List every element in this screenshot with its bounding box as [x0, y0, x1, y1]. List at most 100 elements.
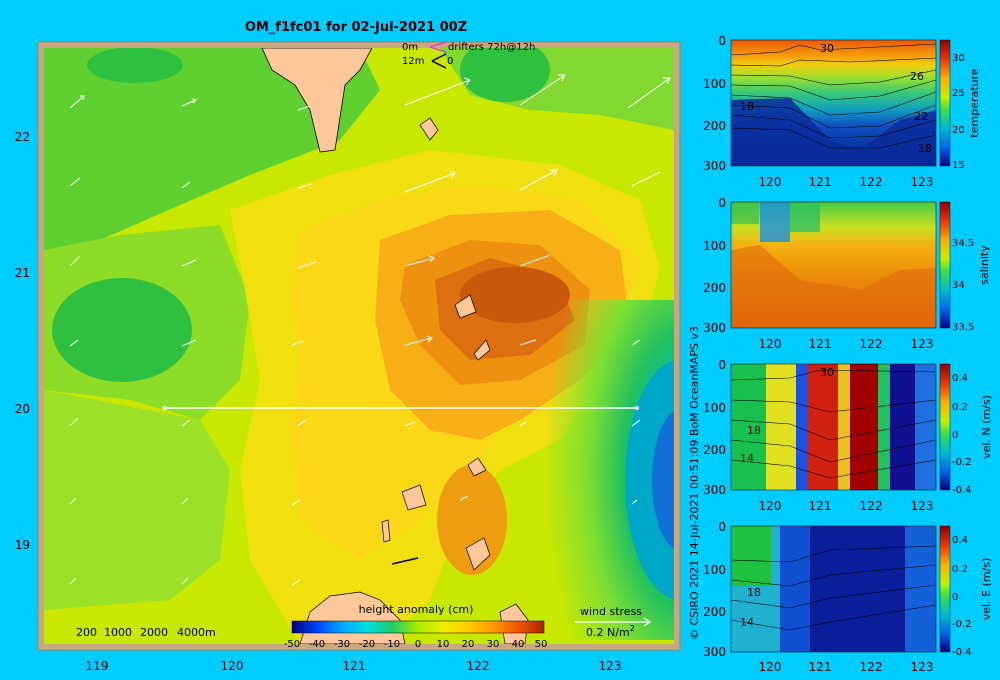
svg-text:100: 100	[703, 239, 726, 253]
svg-text:0: 0	[952, 592, 958, 603]
svg-text:30: 30	[820, 42, 834, 55]
svg-text:drifters 72h@12h: drifters 72h@12h	[448, 42, 535, 53]
svg-text:0.2 N/m2: 0.2 N/m2	[586, 624, 635, 639]
svg-text:26: 26	[910, 70, 924, 83]
svg-text:122: 122	[860, 660, 883, 674]
svg-text:0.2: 0.2	[952, 402, 968, 413]
svg-text:30: 30	[952, 53, 965, 64]
svg-text:4000m: 4000m	[177, 626, 216, 639]
svg-text:0.4: 0.4	[952, 535, 968, 546]
wind-arrow-icon	[575, 617, 652, 627]
section-axes: 0 100 200 300 120 121 122 123 0 100 200 …	[703, 34, 933, 674]
svg-text:0.2: 0.2	[952, 564, 968, 575]
svg-text:-50: -50	[284, 639, 300, 650]
svg-text:15: 15	[952, 160, 965, 171]
svg-text:-10: -10	[384, 639, 400, 650]
height-anomaly-colorbar: height anomaly (cm) -50 -40 -30 -20 -10 …	[284, 603, 548, 650]
svg-text:100: 100	[703, 563, 726, 577]
svg-text:-30: -30	[334, 639, 350, 650]
svg-text:100: 100	[703, 77, 726, 91]
svg-text:200: 200	[703, 119, 726, 133]
svg-text:200: 200	[703, 281, 726, 295]
svg-text:30: 30	[820, 366, 834, 379]
svg-text:0: 0	[447, 56, 453, 67]
section-velocity-north: 30 18 14 0.4 0.2 0 -0.2 -0.4 vel. N (m/s…	[730, 363, 993, 496]
svg-text:-0.4: -0.4	[952, 485, 972, 496]
svg-text:2000: 2000	[140, 626, 168, 639]
svg-text:122: 122	[860, 499, 883, 513]
svg-text:0: 0	[718, 520, 726, 534]
svg-text:300: 300	[703, 483, 726, 497]
svg-text:200: 200	[703, 443, 726, 457]
svg-text:121: 121	[809, 337, 832, 351]
svg-text:120: 120	[759, 337, 782, 351]
svg-text:25: 25	[952, 88, 965, 99]
svg-text:height anomaly (cm): height anomaly (cm)	[359, 603, 474, 616]
svg-text:22: 22	[914, 110, 928, 123]
drifter-0m-icon	[429, 41, 447, 53]
svg-text:120: 120	[221, 659, 244, 673]
height-anomaly-map: 0m drifters 72h@12h 12m 0 200 1000 2000 …	[15, 41, 681, 673]
drifters-legend: 0m drifters 72h@12h 12m 0	[402, 41, 535, 69]
svg-text:121: 121	[343, 659, 366, 673]
svg-text:-0.2: -0.2	[952, 457, 972, 468]
svg-text:50: 50	[535, 639, 548, 650]
svg-text:vel. N (m/s): vel. N (m/s)	[980, 395, 993, 459]
svg-text:120: 120	[759, 499, 782, 513]
svg-text:-40: -40	[309, 639, 325, 650]
svg-text:temperature: temperature	[968, 68, 981, 137]
svg-text:21: 21	[15, 266, 30, 280]
drifter-12m-icon	[431, 53, 447, 69]
svg-text:121: 121	[809, 175, 832, 189]
svg-text:1000: 1000	[104, 626, 132, 639]
figure-title: OM_f1fc01 for 02-Jul-2021 00Z	[245, 20, 467, 35]
svg-text:14: 14	[740, 616, 754, 629]
svg-text:20: 20	[952, 125, 965, 136]
bathymetry-legend: 200 1000 2000 4000m	[76, 626, 216, 639]
svg-text:10: 10	[437, 639, 450, 650]
svg-text:300: 300	[703, 645, 726, 659]
svg-text:0: 0	[952, 430, 958, 441]
map-x-axis: 119 120 121 122 123	[86, 659, 622, 673]
svg-text:0: 0	[718, 358, 726, 372]
svg-text:-0.4: -0.4	[952, 647, 972, 658]
svg-text:100: 100	[703, 401, 726, 415]
svg-text:19: 19	[15, 538, 30, 552]
svg-text:18: 18	[747, 424, 761, 437]
svg-text:vel. E (m/s): vel. E (m/s)	[980, 558, 993, 621]
svg-text:120: 120	[759, 660, 782, 674]
svg-text:12m: 12m	[402, 56, 424, 67]
svg-text:0: 0	[415, 639, 421, 650]
section-temperature: 30 26 22 18 18 30 25 20 15 temperature	[730, 39, 981, 171]
svg-text:122: 122	[860, 337, 883, 351]
svg-text:122: 122	[467, 659, 490, 673]
svg-text:123: 123	[911, 499, 934, 513]
svg-text:121: 121	[809, 499, 832, 513]
map-y-axis: 22 21 20 19	[15, 130, 30, 552]
svg-text:0.4: 0.4	[952, 373, 968, 384]
svg-text:122: 122	[860, 175, 883, 189]
svg-text:40: 40	[512, 639, 525, 650]
svg-text:18: 18	[747, 586, 761, 599]
svg-text:0m: 0m	[402, 42, 418, 53]
svg-text:18: 18	[740, 100, 754, 113]
section-velocity-east: 18 14 0.4 0.2 0 -0.2 -0.4 vel. E (m/s)	[730, 525, 993, 658]
svg-text:300: 300	[703, 159, 726, 173]
svg-text:123: 123	[911, 337, 934, 351]
svg-text:123: 123	[599, 659, 622, 673]
svg-text:123: 123	[911, 660, 934, 674]
svg-text:0: 0	[718, 34, 726, 48]
svg-text:200: 200	[76, 626, 97, 639]
wind-stress-legend: wind stress 0.2 N/m2	[575, 605, 652, 639]
section-salinity: 34.5 34 33.5 salinity	[730, 201, 991, 333]
svg-text:0: 0	[718, 196, 726, 210]
svg-text:300: 300	[703, 321, 726, 335]
svg-text:18: 18	[918, 142, 932, 155]
svg-text:-0.2: -0.2	[952, 619, 972, 630]
svg-text:34: 34	[952, 280, 965, 291]
svg-text:123: 123	[911, 175, 934, 189]
svg-text:14: 14	[740, 452, 754, 465]
credit-text: © CSIRO 2021 14-Jul-2021 00:51:09 BoM Oc…	[688, 326, 701, 640]
svg-text:30: 30	[487, 639, 500, 650]
